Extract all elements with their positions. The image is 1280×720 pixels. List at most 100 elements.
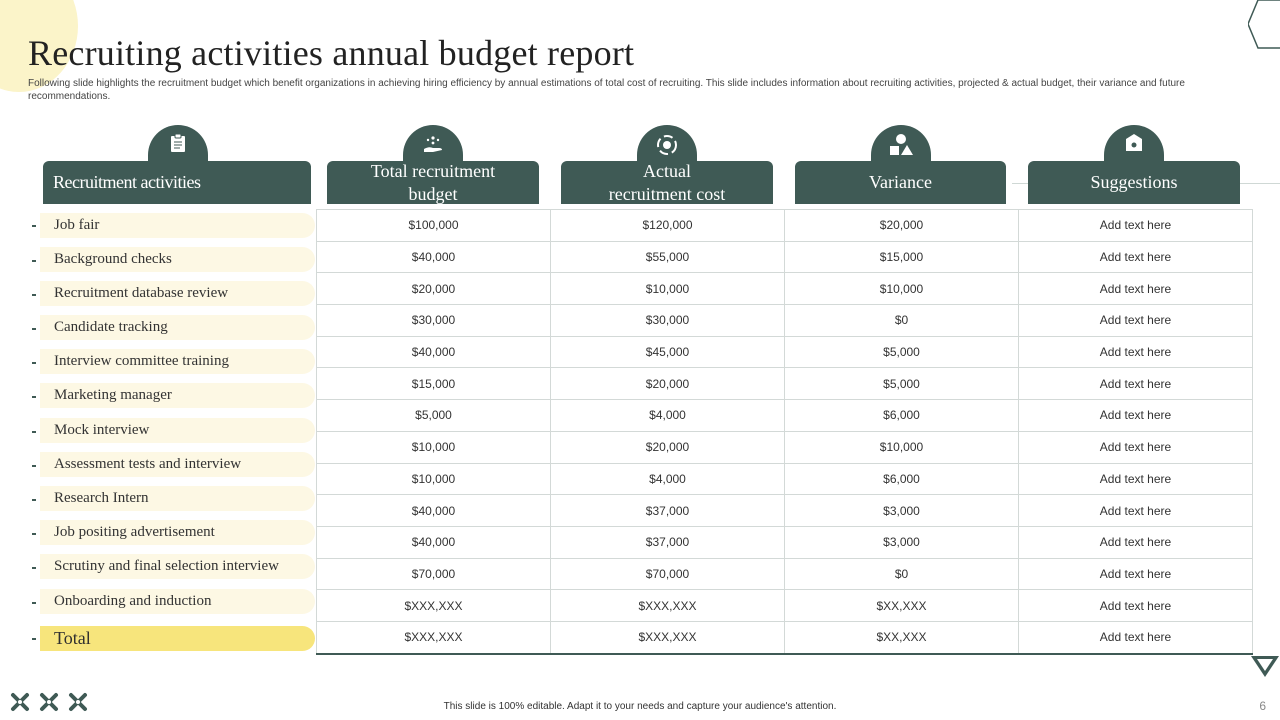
budget-cell: $40,000 [316, 335, 551, 369]
table-row: $10,000 $20,000 $10,000 Add text here [316, 430, 1253, 464]
budget-cell: $10,000 [316, 462, 551, 496]
bullet [32, 638, 36, 640]
budget-cell: $20,000 [316, 272, 551, 306]
activity-label: Job fair [40, 213, 315, 238]
variance-cell: $3,000 [784, 494, 1019, 527]
brand-logo-icon [69, 693, 87, 711]
budget-cell: $5,000 [316, 399, 551, 432]
actual-cell: $55,000 [550, 240, 785, 274]
bullet [32, 499, 36, 501]
activity-label: Candidate tracking [40, 315, 315, 340]
header-total-budget: Total recruitment budget [327, 161, 539, 204]
actual-cell: $30,000 [550, 304, 785, 337]
table-row: $100,000 $120,000 $20,000 Add text here [316, 209, 1253, 242]
suggestion-cell: Add text here [1018, 557, 1253, 591]
bullet [32, 294, 36, 296]
bullet [32, 260, 36, 262]
variance-cell: $0 [784, 304, 1019, 337]
activity-label: Assessment tests and interview [40, 452, 315, 477]
activity-label: Interview committee training [40, 349, 315, 374]
table-row: $40,000 $55,000 $15,000 Add text here [316, 240, 1253, 274]
budget-cell: $30,000 [316, 304, 551, 337]
suggestion-cell: Add text here [1018, 240, 1253, 274]
table-row: $30,000 $30,000 $0 Add text here [316, 304, 1253, 337]
variance-cell: $3,000 [784, 525, 1019, 559]
budget-cell: $40,000 [316, 525, 551, 559]
footer-note: This slide is 100% editable. Adapt it to… [443, 701, 837, 712]
variance-cell: $5,000 [784, 335, 1019, 369]
activity-label: Research Intern [40, 486, 315, 511]
activity-label: Marketing manager [40, 383, 315, 408]
variance-cell: $0 [784, 557, 1019, 591]
suggestion-cell: Add text here [1018, 620, 1253, 655]
budget-cell: $70,000 [316, 557, 551, 591]
activity-label: Recruitment database review [40, 281, 315, 306]
suggestion-cell: Add text here [1018, 304, 1253, 337]
table-row: $40,000 $45,000 $5,000 Add text here [316, 335, 1253, 369]
suggestion-cell: Add text here [1018, 462, 1253, 496]
suggestion-cell: Add text here [1018, 525, 1253, 559]
budget-cell: $XXX,XXX [316, 589, 551, 622]
actual-cell: $XXX,XXX [550, 620, 785, 655]
variance-cell: $5,000 [784, 367, 1019, 401]
total-label: Total [40, 626, 315, 651]
variance-cell: $XX,XXX [784, 589, 1019, 622]
suggestion-cell: Add text here [1018, 272, 1253, 306]
variance-cell: $XX,XXX [784, 620, 1019, 655]
activity-label: Mock interview [40, 418, 315, 443]
actual-cell: $4,000 [550, 462, 785, 496]
suggestion-cell: Add text here [1018, 367, 1253, 401]
variance-cell: $6,000 [784, 462, 1019, 496]
page-number: 6 [1259, 699, 1266, 713]
suggestion-cell: Add text here [1018, 494, 1253, 527]
header-recruitment-activities: Recruitment activities [43, 161, 311, 204]
budget-cell: $100,000 [316, 209, 551, 242]
bullet [32, 533, 36, 535]
page-subtitle: Following slide highlights the recruitme… [28, 78, 1185, 102]
budget-cell: $10,000 [316, 430, 551, 464]
actual-cell: $XXX,XXX [550, 589, 785, 622]
table-row: $5,000 $4,000 $6,000 Add text here [316, 399, 1253, 432]
table-row: $40,000 $37,000 $3,000 Add text here [316, 494, 1253, 527]
actual-cell: $70,000 [550, 557, 785, 591]
budget-cell: $40,000 [316, 240, 551, 274]
bullet [32, 465, 36, 467]
bullet [32, 328, 36, 330]
bullet [32, 602, 36, 604]
suggestion-cell: Add text here [1018, 335, 1253, 369]
suggestion-cell: Add text here [1018, 399, 1253, 432]
activity-label: Background checks [40, 247, 315, 272]
table-row: $15,000 $20,000 $5,000 Add text here [316, 367, 1253, 401]
variance-cell: $20,000 [784, 209, 1019, 242]
variance-cell: $10,000 [784, 272, 1019, 306]
table-row: $10,000 $4,000 $6,000 Add text here [316, 462, 1253, 496]
actual-cell: $10,000 [550, 272, 785, 306]
triangle-decoration [1251, 656, 1279, 677]
actual-cell: $4,000 [550, 399, 785, 432]
header-actual-cost: Actual recruitment cost [561, 161, 773, 204]
table-row: $XXX,XXX $XXX,XXX $XX,XXX Add text here [316, 589, 1253, 622]
actual-cell: $20,000 [550, 367, 785, 401]
brand-logo-icon [40, 693, 58, 711]
bullet [32, 431, 36, 433]
budget-cell: $15,000 [316, 367, 551, 401]
page-title: Recruiting activities annual budget repo… [28, 33, 635, 73]
actual-cell: $20,000 [550, 430, 785, 464]
actual-cell: $37,000 [550, 525, 785, 559]
suggestion-cell: Add text here [1018, 209, 1253, 242]
header-suggestions: Suggestions [1028, 161, 1240, 204]
header-variance: Variance [795, 161, 1006, 204]
bullet [32, 396, 36, 398]
footer-logos [10, 692, 88, 712]
budget-table: $100,000 $120,000 $20,000 Add text here $40… [316, 209, 1253, 655]
activity-label: Scrutiny and final selection interview [40, 554, 315, 579]
bullet [32, 225, 36, 227]
variance-cell: $15,000 [784, 240, 1019, 274]
activity-label: Job positing advertisement [40, 520, 315, 545]
total-row: $XXX,XXX $XXX,XXX $XX,XXX Add text here [316, 620, 1253, 655]
table-row: $70,000 $70,000 $0 Add text here [316, 557, 1253, 591]
brand-logo-icon [11, 693, 29, 711]
actual-cell: $120,000 [550, 209, 785, 242]
actual-cell: $45,000 [550, 335, 785, 369]
table-row: $40,000 $37,000 $3,000 Add text here [316, 525, 1253, 559]
